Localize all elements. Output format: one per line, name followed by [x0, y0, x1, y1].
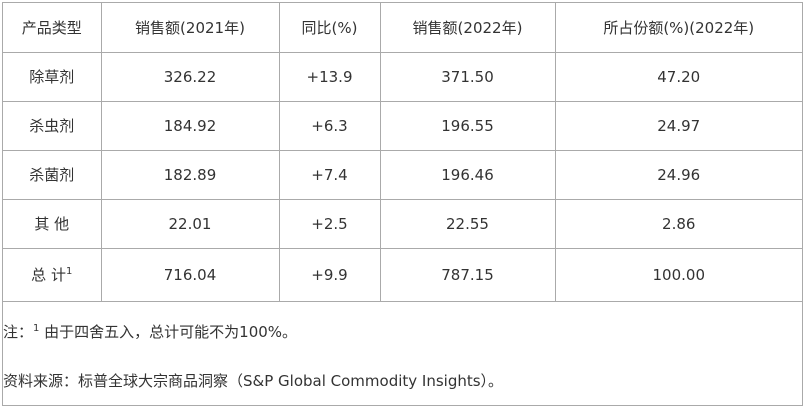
footnote-mark: 1 [33, 323, 40, 334]
cell: 杀菌剂 [3, 150, 102, 200]
data-row: 总 计1 716.04 +9.9 787.15 100.00 [3, 248, 802, 302]
header-cell: 销售额(2022年) [380, 3, 556, 53]
cell-text: 716.04 [163, 265, 217, 284]
cell: 326.22 [101, 52, 280, 102]
cell: 787.15 [380, 248, 556, 302]
sales-table: 产品类型 销售额(2021年) 同比(%) 销售额(2022年) 所占份额(%)(202… [3, 3, 802, 302]
cell-text: 371.50 [441, 67, 494, 86]
cell-text: 杀虫剂 [29, 117, 75, 135]
cell: 24.97 [555, 101, 802, 151]
cell: 196.46 [380, 150, 556, 200]
cell-text: 总 计 [31, 266, 66, 284]
footnote-text: 由于四舍五入，总计可能不为100%。 [44, 323, 298, 341]
cell: 24.96 [555, 150, 802, 200]
data-row: 除草剂 326.22 +13.9 371.50 47.20 [3, 52, 802, 102]
cell-text: +7.4 [311, 165, 348, 184]
cell-text: +6.3 [311, 116, 348, 135]
cell: +7.4 [279, 150, 381, 200]
cell-text: 196.46 [441, 165, 494, 184]
cell: 184.92 [101, 101, 280, 151]
cell: 除草剂 [3, 52, 102, 102]
cell-text: +13.9 [306, 67, 353, 86]
cell-text: 100.00 [652, 265, 706, 284]
header-cell: 同比(%) [279, 3, 381, 53]
cell-text: 杀菌剂 [29, 166, 75, 184]
cell: 其 他 [3, 199, 102, 249]
cell-text: 2.86 [662, 214, 696, 233]
cell: 杀虫剂 [3, 101, 102, 151]
cell-text: 326.22 [163, 67, 217, 86]
cell: 371.50 [380, 52, 556, 102]
header-cell: 产品类型 [3, 3, 102, 53]
data-row: 杀虫剂 184.92 +6.3 196.55 24.97 [3, 101, 802, 151]
data-row: 其 他 22.01 +2.5 22.55 2.86 [3, 199, 802, 249]
cell: 716.04 [101, 248, 280, 302]
footnote: 注：1 由于四舍五入，总计可能不为100%。 [3, 321, 297, 342]
cell: 2.86 [555, 199, 802, 249]
cell: 100.00 [555, 248, 802, 302]
cell-text: 182.89 [163, 165, 217, 184]
cell-text: 除草剂 [29, 68, 75, 86]
source-note: 资料来源：标普全球大宗商品洞察（S&P Global Commodity Ins… [3, 372, 504, 390]
cell-text: 184.92 [163, 116, 217, 135]
cell-text: 22.01 [168, 214, 212, 233]
cell: +2.5 [279, 199, 381, 249]
cell: 196.55 [380, 101, 556, 151]
cell-text: 47.20 [657, 67, 701, 86]
header-cell: 所占份额(%)(2022年) [555, 3, 802, 53]
cell: +13.9 [279, 52, 381, 102]
cell: 总 计1 [3, 248, 102, 302]
cell-text: 24.97 [657, 116, 701, 135]
cell: +6.3 [279, 101, 381, 151]
cell: +9.9 [279, 248, 381, 302]
cell-text: +9.9 [311, 265, 348, 284]
cell-text: 22.55 [446, 214, 489, 233]
cell-text: 24.96 [657, 165, 701, 184]
cell: 47.20 [555, 52, 802, 102]
footnote-prefix: 注： [3, 323, 34, 341]
cell: 22.01 [101, 199, 280, 249]
cell-text: 787.15 [441, 265, 494, 284]
cell-text: 196.55 [441, 116, 494, 135]
cell-text: +2.5 [311, 214, 348, 233]
header-row: 产品类型 销售额(2021年) 同比(%) 销售额(2022年) 所占份额(%)(202… [3, 3, 802, 53]
data-row: 杀菌剂 182.89 +7.4 196.46 24.96 [3, 150, 802, 200]
cell: 22.55 [380, 199, 556, 249]
cell: 182.89 [101, 150, 280, 200]
total-mark: 1 [65, 266, 73, 277]
cell-text: 其 他 [34, 215, 70, 233]
header-cell: 销售额(2021年) [101, 3, 280, 53]
